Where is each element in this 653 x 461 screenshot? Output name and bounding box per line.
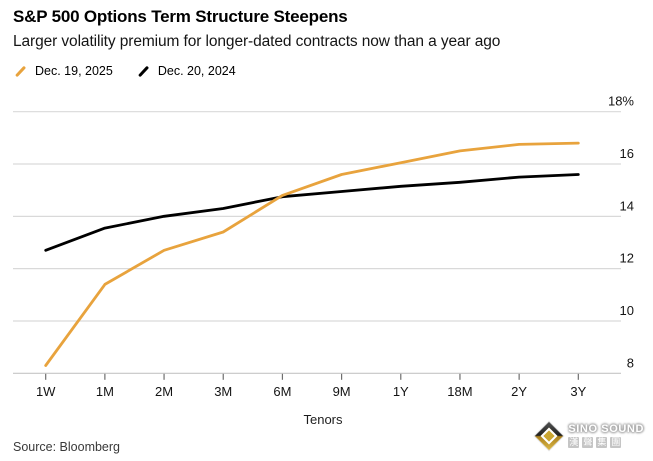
y-tick-label: 10 — [620, 303, 634, 318]
x-tick-label: 18M — [447, 384, 472, 399]
x-tick-label: 2Y — [511, 384, 527, 399]
watermark-cjk-char: 漢 — [568, 437, 580, 448]
watermark: SINO SOUND 漢聲集團 — [535, 421, 644, 451]
x-tick-label: 3Y — [570, 384, 586, 399]
legend-item-2024: Dec. 20, 2024 — [137, 64, 236, 78]
watermark-cjk-char: 團 — [610, 437, 622, 448]
x-tick-label: 3M — [214, 384, 232, 399]
legend-item-2025: Dec. 19, 2025 — [14, 64, 113, 78]
series-line-1 — [44, 173, 580, 252]
y-tick-label: 8 — [627, 355, 634, 370]
sino-sound-diamond-logo-icon — [535, 421, 564, 451]
orange-slash-icon — [15, 65, 26, 77]
x-tick-label: 2M — [155, 384, 173, 399]
chart-subtitle: Larger volatility premium for longer-dat… — [13, 33, 501, 50]
x-axis-title: Tenors — [303, 412, 343, 427]
watermark-cjk: 漢聲集團 — [568, 437, 644, 448]
y-tick-label: 14 — [620, 198, 634, 213]
y-tick-label: 12 — [620, 251, 634, 266]
chart-legend: Dec. 19, 2025 Dec. 20, 2024 — [14, 64, 236, 78]
legend-label-2024: Dec. 20, 2024 — [157, 64, 236, 78]
series-line-0 — [44, 141, 580, 367]
y-tick-label: 16 — [620, 146, 634, 161]
black-slash-icon — [137, 65, 149, 77]
x-tick-label: 1W — [36, 384, 56, 399]
source-credit: Source: Bloomberg — [13, 440, 121, 454]
x-tick-label: 1Y — [393, 384, 409, 399]
x-tick-label: 6M — [273, 384, 291, 399]
chart-title: S&P 500 Options Term Structure Steepens — [13, 7, 348, 26]
x-tick-label: 1M — [96, 384, 114, 399]
watermark-cjk-char: 集 — [596, 437, 608, 448]
legend-label-2025: Dec. 19, 2025 — [35, 64, 113, 78]
watermark-name: SINO SOUND — [568, 423, 644, 435]
watermark-cjk-char: 聲 — [582, 437, 594, 448]
y-tick-label: 18% — [608, 94, 634, 109]
x-tick-label: 9M — [333, 384, 351, 399]
